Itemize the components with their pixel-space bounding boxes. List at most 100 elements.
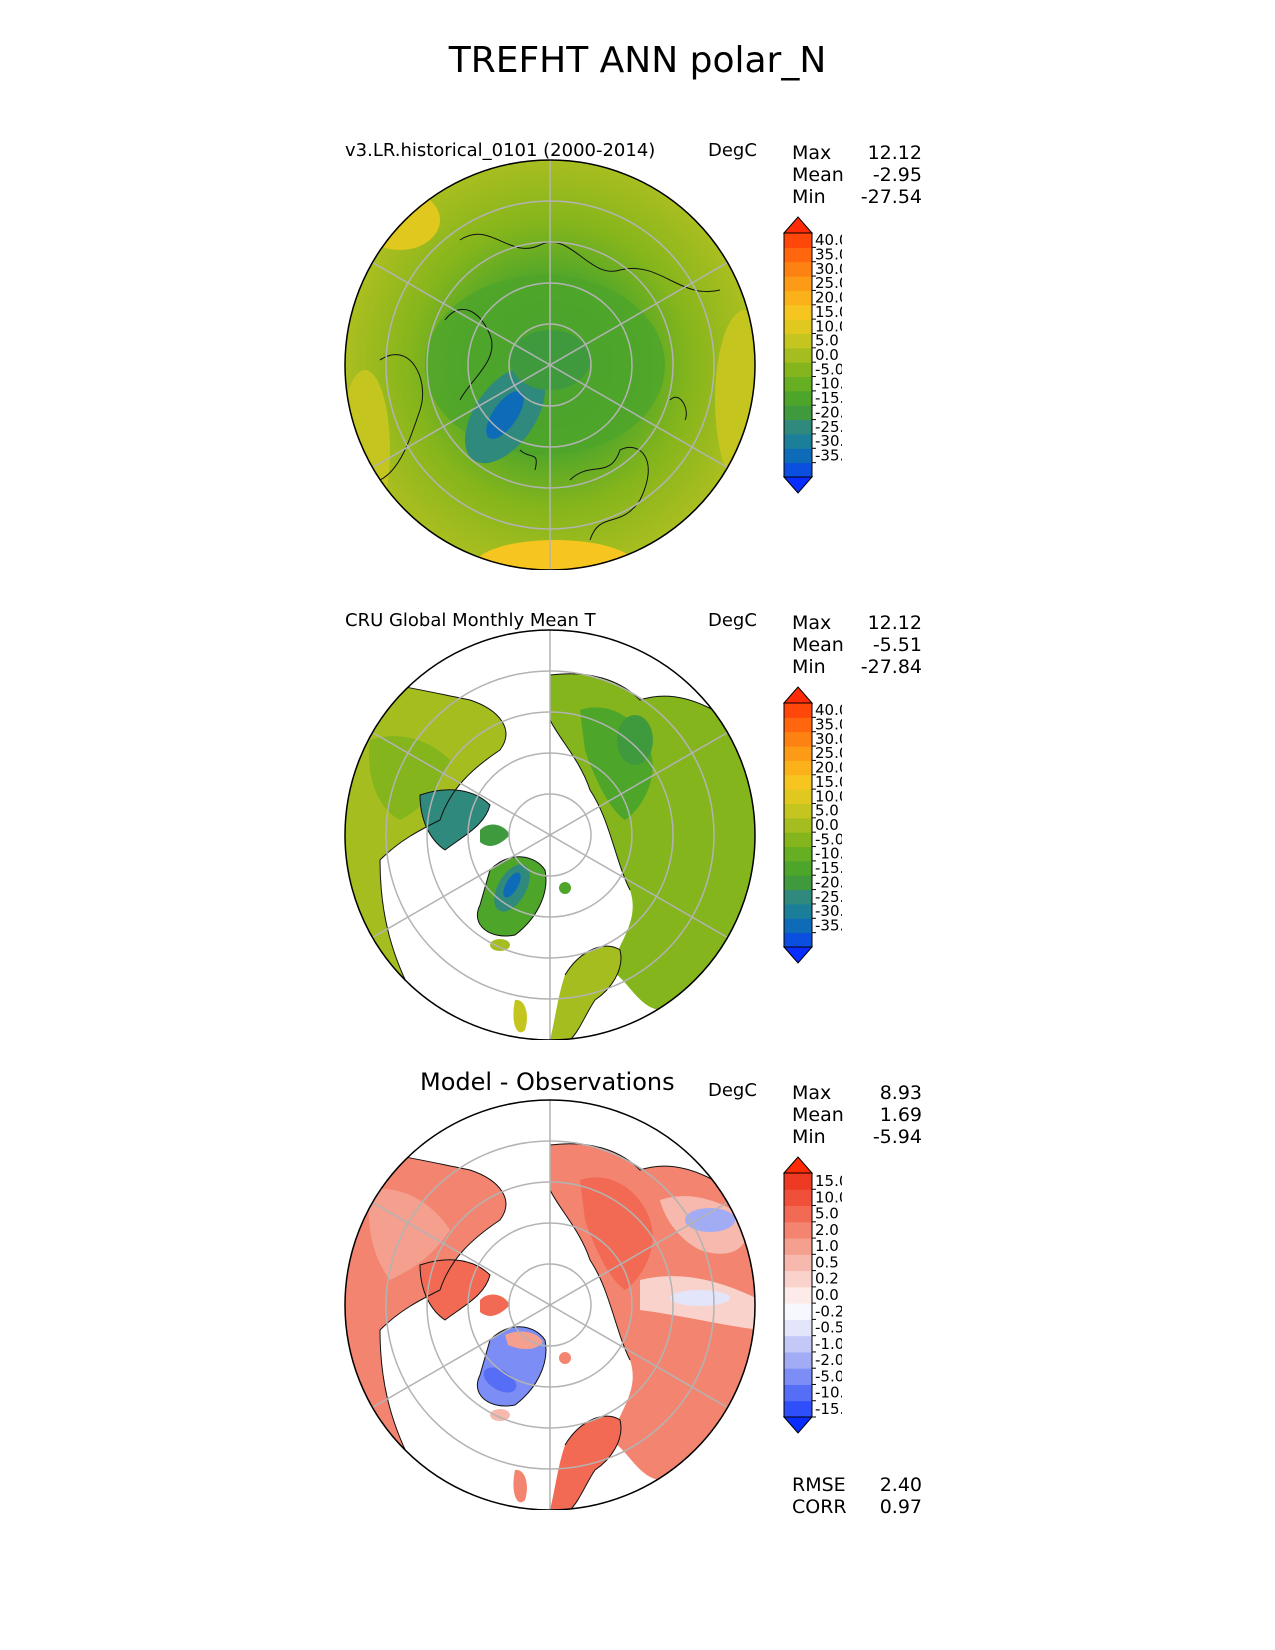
- panel-units: DegC: [708, 140, 757, 161]
- colorbar-outline: [783, 702, 813, 948]
- colorbar-tick-label: -15.0: [815, 859, 842, 877]
- colorbar-segment: [784, 731, 812, 747]
- colorbar-tick-label: 30.0: [815, 260, 842, 278]
- map-boundary: [344, 1099, 756, 1510]
- stat-value: -2.95: [872, 164, 922, 186]
- colorbar-tick-label: -10.0: [815, 1384, 842, 1402]
- colorbar-diff: 15.010.05.02.01.00.50.20.0-0.2-0.5-1.0-2…: [782, 1156, 842, 1434]
- colorbar-tick-label: 1.0: [815, 1237, 839, 1255]
- colorbar-tick-label: -10.0: [815, 375, 842, 393]
- colorbar-segment: [784, 746, 812, 761]
- stat-value: -5.94: [872, 1126, 922, 1148]
- panel-diff: Model - Observations DegC Max 8.93 Mean 1.…: [0, 1068, 1275, 1550]
- colorbar-tick-label: 0.0: [815, 346, 839, 364]
- stat-value: 12.12: [867, 142, 922, 164]
- colorbar-tick-label: 0.0: [815, 816, 839, 834]
- colorbar-outline: [783, 232, 813, 478]
- colorbar-tick-label: -15.0: [815, 1400, 842, 1418]
- stat-value: 12.12: [867, 612, 922, 634]
- colorbar-tick-label: -35.0: [815, 916, 842, 934]
- colorbar-segment: [784, 1254, 812, 1272]
- colorbar-segment: [784, 889, 812, 905]
- colorbar-tick-label: 0.5: [815, 1253, 839, 1271]
- colorbar-segment: [784, 1173, 812, 1190]
- colorbar-tick-label: 20.0: [815, 289, 842, 307]
- colorbar-outline: [783, 1172, 813, 1418]
- colorbar-segment: [784, 462, 812, 478]
- colorbar-tick-label: 5.0: [815, 332, 839, 350]
- colorbar-tick-label: 15.0: [815, 1172, 842, 1190]
- colorbar-segment: [784, 319, 812, 334]
- colorbar-tick-label: 0.2: [815, 1270, 839, 1288]
- metric-label: CORR: [792, 1496, 847, 1518]
- colorbar-tick-label: -0.2: [815, 1302, 842, 1320]
- colorbar-extend-min: [782, 1416, 814, 1434]
- colorbar-segment: [784, 333, 812, 349]
- colorbar-obs: 40.035.030.025.020.015.010.05.00.0-5.0-1…: [782, 686, 842, 964]
- colorbar-segment: [784, 290, 812, 306]
- stat-label: Max: [792, 142, 832, 164]
- colorbar-tick-label: 10.0: [815, 787, 842, 805]
- colorbar-segment: [784, 433, 812, 449]
- colorbar-segment: [784, 304, 812, 320]
- colorbar-segment: [784, 1286, 812, 1304]
- colorbar-segment: [784, 1319, 812, 1337]
- colorbar-segment: [784, 405, 812, 421]
- colorbar-tick-label: 35.0: [815, 716, 842, 734]
- stat-label: Max: [792, 1082, 832, 1104]
- colorbar-tick-label: -25.0: [815, 888, 842, 906]
- colorbar-tick-label: -5.0: [815, 360, 842, 378]
- colorbar-segment: [784, 1238, 812, 1255]
- colorbar-tick-label: -30.0: [815, 432, 842, 450]
- stat-value: 1.69: [879, 1104, 922, 1126]
- map-boundary: [344, 629, 756, 1040]
- polar-map-obs: [344, 629, 756, 1040]
- colorbar-tick-label: 30.0: [815, 730, 842, 748]
- colorbar-segment: [784, 1189, 812, 1207]
- colorbar-tick-label: 10.0: [815, 1188, 842, 1206]
- colorbar-tick-label: 40.0: [815, 701, 842, 719]
- colorbar-segment: [784, 448, 812, 464]
- colorbar-tick-label: 40.0: [815, 231, 842, 249]
- stats-box: Max 12.12 Mean -5.51 Min -27.84: [792, 612, 922, 678]
- colorbar-tick-label: 5.0: [815, 1205, 839, 1223]
- metric-label: RMSE: [792, 1474, 846, 1496]
- colorbar-tick-label: 25.0: [815, 274, 842, 292]
- polar-map-model: [344, 159, 756, 570]
- panel-model: v3.LR.historical_0101 (2000-2014) DegC M…: [0, 140, 1275, 610]
- colorbar-segment: [784, 1351, 812, 1369]
- graticule: [372, 1100, 728, 1510]
- colorbar-segment: [784, 932, 812, 948]
- polar-map-diff: [344, 1099, 756, 1510]
- colorbar-segment: [784, 1384, 812, 1402]
- colorbar-tick-label: -30.0: [815, 902, 842, 920]
- stats-box: Max 12.12 Mean -2.95 Min -27.54: [792, 142, 922, 208]
- page-title: TREFHT ANN polar_N: [448, 40, 827, 81]
- stat-label: Min: [792, 656, 826, 678]
- colorbar-segment: [784, 233, 812, 248]
- colorbar-tick-label: -0.5: [815, 1319, 842, 1337]
- colorbar-segment: [784, 1205, 812, 1223]
- graticule: [372, 630, 728, 1040]
- colorbar-segment: [784, 774, 812, 790]
- colorbar-segment: [784, 1221, 812, 1239]
- colorbar-segment: [784, 903, 812, 919]
- colorbar-segment: [784, 717, 812, 733]
- stats-box: Max 8.93 Mean 1.69 Min -5.94: [792, 1082, 922, 1148]
- colorbar-tick-label: 0.0: [815, 1286, 839, 1304]
- colorbar-tick-label: 2.0: [815, 1221, 839, 1239]
- colorbar-segment: [784, 817, 812, 833]
- stat-label: Mean: [792, 164, 844, 186]
- metrics-box: RMSE 2.40 CORR 0.97: [792, 1474, 922, 1518]
- colorbar-tick-label: 20.0: [815, 759, 842, 777]
- metric-value: 2.40: [879, 1474, 922, 1496]
- colorbar-extend-min: [782, 476, 814, 494]
- colorbar-segment: [784, 390, 812, 406]
- colorbar-segment: [784, 703, 812, 718]
- colorbar-segment: [784, 419, 812, 435]
- panel-title: v3.LR.historical_0101 (2000-2014): [345, 140, 656, 161]
- stat-label: Max: [792, 612, 832, 634]
- colorbar-segment: [784, 803, 812, 819]
- map-boundary: [344, 159, 756, 570]
- stat-value: -27.84: [860, 656, 922, 678]
